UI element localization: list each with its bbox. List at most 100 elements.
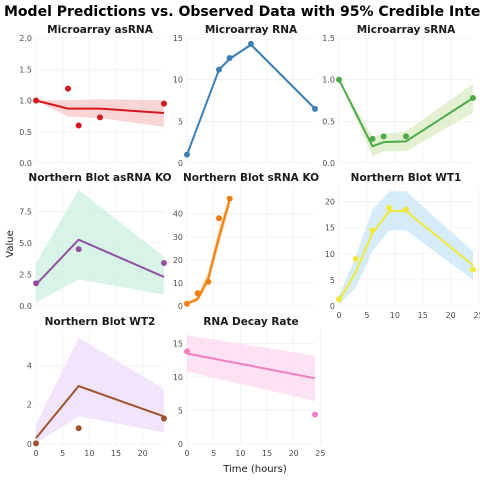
observed-point xyxy=(161,415,167,422)
observed-point xyxy=(312,411,318,418)
y-tick-label: 15 xyxy=(325,224,335,233)
observed-point xyxy=(65,85,71,92)
y-tick-label: 10 xyxy=(173,279,183,288)
observed-point xyxy=(312,105,318,112)
credible-band xyxy=(187,335,315,402)
observed-point xyxy=(184,151,190,158)
fit-line xyxy=(35,238,165,286)
y-tick-label: 0 xyxy=(178,440,183,449)
x-tick-label: 25 xyxy=(315,449,325,458)
panel-3: Northern Blot asRNA KO 0.0 2.5 5.0 7.5 xyxy=(19,172,171,311)
credible-band xyxy=(36,189,164,303)
main-title: Model Predictions vs. Observed Data with… xyxy=(4,4,480,20)
panel-7: RNA Decay Rate 0 5 10 15 0 5 10 15 20 25 xyxy=(173,316,326,458)
y-tick-label: 0 xyxy=(178,302,183,311)
y-tick-label: 5.0 xyxy=(19,239,32,248)
observed-point xyxy=(216,215,222,222)
x-tick-label: 5 xyxy=(364,311,369,320)
panel-2: Microarray sRNA 0.0 0.5 1.0 1.5 xyxy=(322,24,476,168)
y-tick-label: 10 xyxy=(325,250,335,259)
y-axis-label: Value xyxy=(5,230,16,257)
observed-point xyxy=(75,246,82,253)
y-tick-label: 30 xyxy=(173,233,183,242)
observed-point xyxy=(75,425,82,432)
fit-line xyxy=(35,385,165,439)
x-tick-label: 0 xyxy=(184,449,189,458)
panel-title: Microarray asRNA xyxy=(47,24,154,36)
credible-band xyxy=(36,99,164,127)
fit-line xyxy=(186,43,316,156)
y-tick-label: 10 xyxy=(173,76,183,85)
y-tick-label: 10 xyxy=(173,373,183,382)
fit-line xyxy=(338,79,474,148)
credible-band xyxy=(36,337,164,444)
x-tick-label: 0 xyxy=(33,449,38,458)
observed-point xyxy=(470,266,476,273)
observed-point xyxy=(369,135,376,142)
observed-point xyxy=(226,195,233,202)
x-tick-label: 10 xyxy=(390,311,400,320)
y-tick-label: 2.0 xyxy=(19,34,32,43)
panel-title: Microarray sRNA xyxy=(357,24,456,36)
x-tick-label: 15 xyxy=(418,311,428,320)
y-tick-label: 0.5 xyxy=(19,128,32,137)
observed-point xyxy=(403,206,409,213)
x-tick-label: 25 xyxy=(473,311,480,320)
y-tick-label: 1.0 xyxy=(19,97,32,106)
y-tick-label: 5 xyxy=(178,406,183,415)
observed-point xyxy=(226,55,233,61)
observed-point xyxy=(97,114,103,121)
fit-line xyxy=(186,352,316,380)
observed-point xyxy=(33,280,39,287)
y-tick-label: 20 xyxy=(173,256,183,265)
panel-4: Northern Blot sRNA KO 0 10 20 30 40 xyxy=(173,172,319,311)
fit-line xyxy=(338,210,474,302)
observed-point xyxy=(184,348,190,355)
panel-title: Northern Blot sRNA KO xyxy=(183,172,319,184)
panel-1: Microarray RNA 0 5 10 15 xyxy=(173,24,318,168)
y-tick-label: 0.0 xyxy=(322,159,335,168)
y-tick-label: 0 xyxy=(178,159,183,168)
observed-point xyxy=(194,290,201,297)
observed-point xyxy=(369,227,376,234)
x-tick-label: 0 xyxy=(336,311,341,320)
fit-line xyxy=(186,199,231,305)
x-tick-label: 20 xyxy=(446,311,456,320)
y-tick-label: 0.0 xyxy=(19,302,32,311)
panel-title: RNA Decay Rate xyxy=(203,316,298,328)
y-tick-label: 0.0 xyxy=(19,159,32,168)
observed-point xyxy=(336,76,342,83)
observed-point xyxy=(33,440,39,447)
observed-point xyxy=(75,122,82,129)
observed-point xyxy=(184,300,190,307)
y-tick-label: 7.5 xyxy=(19,207,32,216)
panel-title: Northern Blot asRNA KO xyxy=(28,172,171,184)
x-tick-label: 15 xyxy=(111,449,121,458)
observed-point xyxy=(336,296,342,303)
panel-title: Northern Blot WT2 xyxy=(45,316,156,328)
y-tick-label: 0 xyxy=(27,440,32,449)
y-tick-label: 40 xyxy=(173,210,183,219)
x-tick-label: 10 xyxy=(235,449,245,458)
y-tick-label: 4 xyxy=(27,361,32,370)
credible-band xyxy=(339,191,473,305)
observed-point xyxy=(380,133,387,140)
observed-point xyxy=(403,133,409,140)
y-tick-label: 0.5 xyxy=(322,117,335,126)
x-tick-label: 20 xyxy=(138,449,148,458)
y-tick-label: 20 xyxy=(325,198,335,207)
fit-line xyxy=(35,99,165,114)
y-tick-label: 0 xyxy=(330,302,335,311)
observed-point xyxy=(205,278,212,285)
y-tick-label: 2 xyxy=(27,401,32,410)
observed-point xyxy=(161,100,167,107)
y-tick-label: 5 xyxy=(330,276,335,285)
y-tick-label: 1.5 xyxy=(322,34,335,43)
y-tick-label: 1.0 xyxy=(322,76,335,85)
observed-point xyxy=(248,40,254,47)
observed-point xyxy=(352,256,359,263)
panel-title: Microarray RNA xyxy=(205,24,298,36)
observed-point xyxy=(470,95,476,101)
panel-0: Microarray asRNA 0.0 0.5 1.0 1.5 2.0 xyxy=(19,24,167,168)
